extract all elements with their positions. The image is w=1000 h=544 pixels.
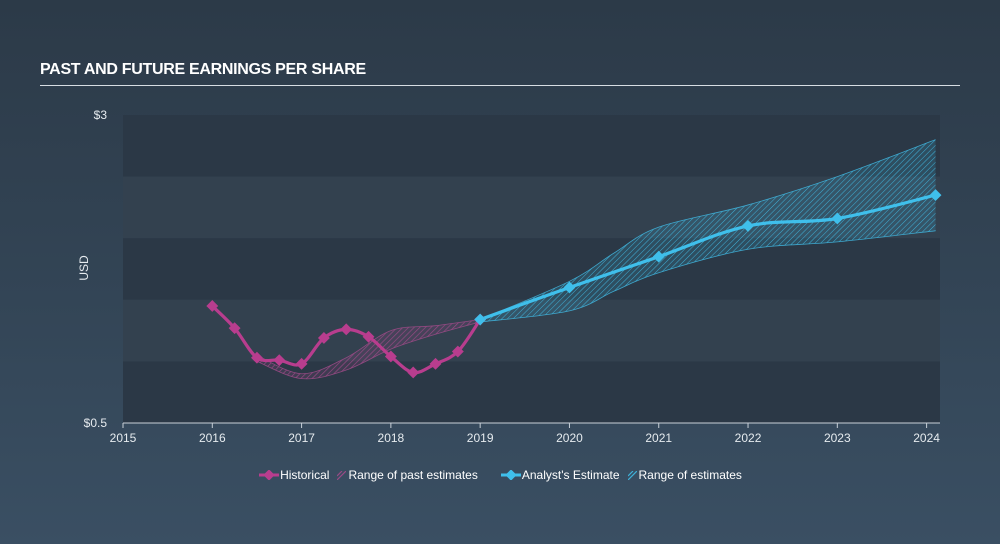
axes: 2015 2016 2017 2018 2019 2020 2021 2022 2023 2024…	[84, 108, 941, 445]
estimate-point	[929, 189, 942, 202]
historical-point	[250, 351, 263, 364]
legend-future-range[interactable]: Range of estimates	[627, 468, 742, 482]
x-tick-label: 2017	[288, 431, 315, 445]
historical-point	[295, 357, 308, 370]
past-range-lower-edge	[256, 321, 481, 380]
historical-point	[340, 323, 353, 336]
legend-estimate-label: Analyst's Estimate	[521, 468, 620, 482]
historical-point	[407, 366, 420, 379]
legend-future-range-label: Range of estimates	[638, 468, 742, 482]
y-tick-label: $0.5	[84, 416, 108, 430]
historical-point	[317, 332, 330, 344]
legend-historical[interactable]: Historical	[258, 468, 329, 482]
estimate-point	[652, 250, 665, 263]
x-tick-label: 2019	[467, 431, 494, 445]
estimate-legend-marker	[500, 470, 521, 480]
x-tick-label: 2023	[824, 431, 851, 445]
x-tick-label: 2016	[199, 431, 226, 445]
analyst-estimate-line	[478, 193, 938, 322]
estimate-ranges	[256, 139, 936, 380]
estimate-point	[474, 313, 487, 326]
future-estimate-range-area	[480, 139, 936, 322]
x-tick-label: 2022	[735, 431, 762, 445]
x-tick-label: 2021	[645, 431, 672, 445]
legend-past-range[interactable]: Range of past estimates	[337, 468, 478, 482]
historical-point	[384, 350, 397, 363]
x-tick-label: 2018	[378, 431, 405, 445]
background-band	[123, 361, 940, 423]
x-tick-label: 2015	[110, 431, 137, 445]
x-tick-label: 2024	[913, 431, 940, 445]
estimate-point	[563, 281, 576, 294]
legend-historical-label: Historical	[280, 468, 330, 482]
background-bands	[123, 115, 940, 423]
title-divider	[40, 85, 960, 86]
past-range-upper-edge	[256, 319, 481, 375]
legend-past-range-label: Range of past estimates	[348, 468, 478, 482]
legend-estimate[interactable]: Analyst's Estimate	[500, 468, 620, 482]
historical-point	[451, 345, 464, 358]
past-estimate-range-area	[256, 319, 481, 379]
y-tick-label: $3	[94, 108, 108, 122]
historical-legend-marker	[259, 470, 280, 480]
future-range-upper-edge	[480, 139, 936, 320]
background-band	[123, 238, 940, 300]
future-range-lower-edge	[480, 230, 936, 323]
background-band	[123, 115, 940, 177]
future-range-legend-swatch	[627, 470, 637, 480]
historical-point	[362, 330, 375, 343]
historical-point	[273, 354, 286, 367]
past-range-legend-swatch	[337, 470, 347, 480]
legend: Historical Range of past estimates Analy…	[0, 468, 1000, 482]
x-tick-label: 2020	[556, 431, 583, 445]
chart-title: PAST AND FUTURE EARNINGS PER SHARE	[40, 61, 366, 78]
y-axis-label: USD	[77, 255, 91, 281]
historical-point	[429, 357, 442, 370]
